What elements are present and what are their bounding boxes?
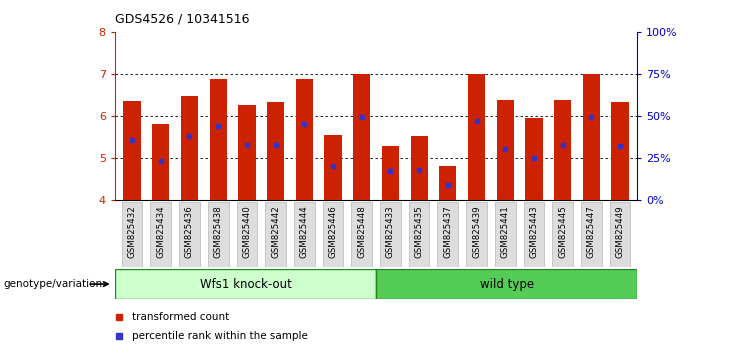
Bar [210, 79, 227, 200]
Bar [353, 74, 370, 200]
Text: GSM825438: GSM825438 [213, 205, 223, 258]
Text: GSM825442: GSM825442 [271, 205, 280, 258]
Bar [554, 101, 571, 200]
Text: GSM825432: GSM825432 [127, 205, 136, 258]
Text: GSM825436: GSM825436 [185, 205, 194, 258]
Text: percentile rank within the sample: percentile rank within the sample [132, 331, 308, 341]
FancyBboxPatch shape [265, 202, 286, 267]
Bar [468, 74, 485, 200]
FancyBboxPatch shape [150, 202, 171, 267]
Bar [124, 101, 141, 200]
FancyBboxPatch shape [552, 202, 573, 267]
Text: GSM825444: GSM825444 [300, 205, 309, 258]
FancyBboxPatch shape [236, 202, 257, 267]
Bar [525, 118, 542, 200]
Text: GSM825440: GSM825440 [242, 205, 251, 258]
Text: GSM825448: GSM825448 [357, 205, 366, 258]
FancyBboxPatch shape [122, 202, 142, 267]
FancyBboxPatch shape [380, 202, 401, 267]
FancyBboxPatch shape [294, 202, 315, 267]
FancyBboxPatch shape [581, 202, 602, 267]
FancyBboxPatch shape [610, 202, 631, 267]
FancyBboxPatch shape [322, 202, 343, 267]
Bar [439, 166, 456, 200]
Text: GSM825447: GSM825447 [587, 205, 596, 258]
FancyBboxPatch shape [437, 202, 458, 267]
FancyBboxPatch shape [351, 202, 372, 267]
Bar [181, 96, 198, 200]
Bar [239, 104, 256, 200]
Text: wild type: wild type [479, 278, 534, 291]
FancyBboxPatch shape [495, 202, 516, 267]
FancyBboxPatch shape [409, 202, 430, 267]
Bar [152, 124, 170, 200]
Bar [411, 136, 428, 200]
Text: transformed count: transformed count [132, 312, 229, 322]
Text: GSM825437: GSM825437 [443, 205, 452, 258]
Bar [325, 135, 342, 200]
Text: GSM825449: GSM825449 [616, 205, 625, 258]
FancyBboxPatch shape [376, 269, 637, 299]
Text: GSM825441: GSM825441 [501, 205, 510, 258]
Text: GSM825434: GSM825434 [156, 205, 165, 258]
Text: GSM825433: GSM825433 [386, 205, 395, 258]
Text: GDS4526 / 10341516: GDS4526 / 10341516 [115, 12, 250, 25]
Bar [296, 79, 313, 200]
Bar [382, 146, 399, 200]
Text: GSM825446: GSM825446 [328, 205, 337, 258]
FancyBboxPatch shape [115, 269, 376, 299]
Text: genotype/variation: genotype/variation [4, 279, 103, 289]
FancyBboxPatch shape [208, 202, 228, 267]
Text: GSM825443: GSM825443 [529, 205, 539, 258]
Text: GSM825439: GSM825439 [472, 205, 481, 258]
Text: Wfs1 knock-out: Wfs1 knock-out [199, 278, 291, 291]
FancyBboxPatch shape [179, 202, 200, 267]
Text: GSM825445: GSM825445 [558, 205, 567, 258]
Bar [267, 103, 285, 200]
Bar [582, 74, 600, 200]
Bar [611, 103, 628, 200]
FancyBboxPatch shape [466, 202, 487, 267]
Text: GSM825435: GSM825435 [415, 205, 424, 258]
Bar [496, 101, 514, 200]
FancyBboxPatch shape [524, 202, 544, 267]
